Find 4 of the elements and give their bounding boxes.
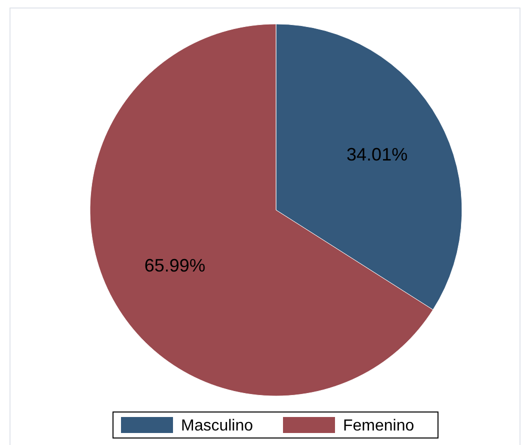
data-label: 34.01% [346, 144, 408, 164]
legend-label: Masculino [181, 418, 254, 434]
data-label: 65.99% [144, 256, 206, 276]
legend-label: Femenino [343, 418, 414, 434]
